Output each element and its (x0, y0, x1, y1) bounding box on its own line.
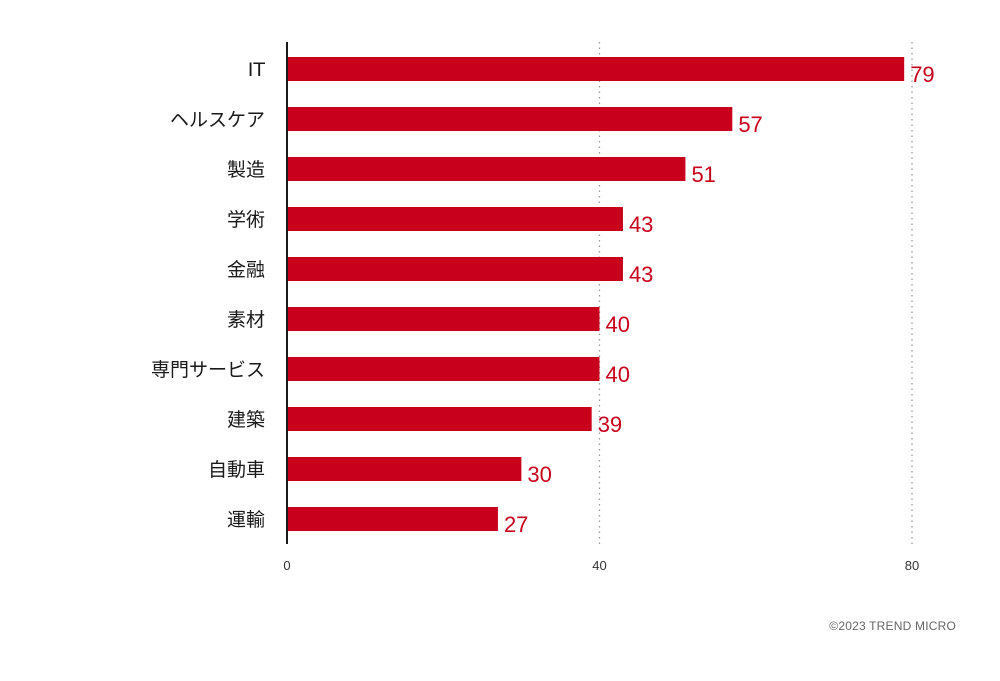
bar (287, 507, 498, 531)
bar (287, 457, 522, 481)
category-label: 製造 (227, 159, 265, 181)
category-label: 自動車 (208, 459, 265, 481)
copyright-text: ©2023 TREND MICRO (829, 619, 956, 633)
category-label: ヘルスケア (170, 109, 265, 131)
bar (287, 207, 623, 231)
category-label: 金融 (227, 259, 265, 281)
bar (287, 407, 592, 431)
bar (287, 357, 600, 381)
category-label: 建築 (227, 409, 265, 431)
category-label: 素材 (227, 309, 265, 331)
value-label: 79 (910, 62, 934, 87)
x-tick-label: 0 (283, 558, 290, 573)
bars (287, 57, 905, 531)
bar (287, 307, 600, 331)
value-label: 27 (504, 512, 528, 537)
bar (287, 157, 686, 181)
x-tick-labels: 0 40 80 (283, 558, 919, 573)
value-label: 40 (606, 312, 630, 337)
value-label: 43 (629, 212, 653, 237)
value-label: 39 (598, 412, 622, 437)
bar (287, 107, 733, 131)
bar (287, 57, 905, 81)
category-label: 専門サービス (151, 359, 265, 381)
value-label: 40 (606, 362, 630, 387)
value-labels: 79 57 51 43 43 40 40 39 30 27 (504, 62, 935, 537)
value-label: 30 (527, 462, 551, 487)
category-label: IT (248, 59, 266, 81)
category-label: 学術 (227, 209, 265, 231)
value-label: 57 (738, 112, 762, 137)
value-label: 51 (691, 162, 715, 187)
bar (287, 257, 623, 281)
category-label: 運輸 (227, 509, 265, 531)
x-tick-label: 80 (905, 558, 919, 573)
value-label: 43 (629, 262, 653, 287)
x-tick-label: 40 (592, 558, 606, 573)
